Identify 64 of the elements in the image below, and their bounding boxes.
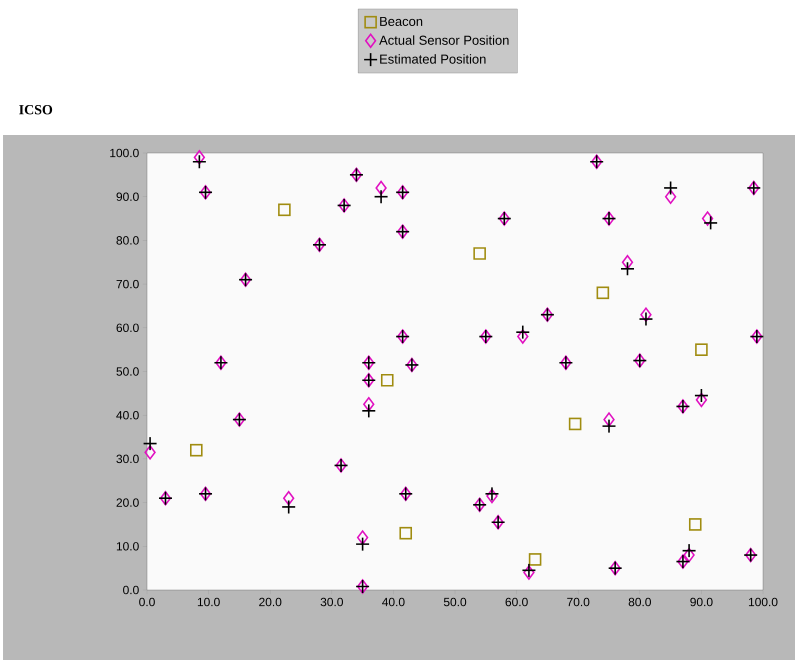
point [664, 189, 676, 204]
point [528, 553, 542, 566]
x-tick-label: 60.0 [506, 598, 528, 606]
y-tick-label: 60.0 [116, 324, 139, 332]
y-tick-label: 30.0 [116, 454, 139, 464]
y-tick-label: 100.0 [110, 148, 139, 158]
point [683, 548, 695, 562]
point [361, 404, 376, 418]
y-tick-label: 20.0 [116, 498, 139, 507]
point [281, 500, 296, 514]
x-tick-label: 50.0 [444, 598, 466, 606]
point [144, 445, 156, 460]
point [473, 247, 486, 260]
point [663, 180, 678, 196]
y-tick-label: 40.0 [116, 410, 139, 420]
point [374, 189, 388, 204]
point [399, 526, 412, 540]
legend-label: Estimated Position [380, 54, 486, 64]
point [190, 444, 203, 456]
point [283, 490, 294, 506]
x-tick-label: 0.0 [139, 598, 155, 606]
point [703, 216, 718, 230]
point [702, 211, 714, 226]
point [375, 180, 387, 196]
point [142, 436, 158, 451]
legend-label: Beacon [380, 16, 422, 26]
y-tick-label: 0.0 [123, 586, 139, 594]
y-tick-label: 10.0 [116, 542, 139, 551]
point [356, 530, 368, 545]
point [515, 324, 530, 340]
point [682, 543, 696, 558]
y-tick-label: 50.0 [116, 367, 139, 376]
point [380, 374, 394, 387]
point [603, 412, 615, 427]
point [192, 154, 207, 170]
x-tick-label: 70.0 [567, 598, 590, 606]
point [694, 388, 709, 403]
point [695, 343, 708, 356]
point [622, 254, 634, 270]
point [688, 518, 702, 531]
point [363, 396, 374, 412]
point [696, 392, 708, 408]
point [194, 150, 206, 165]
y-tick-label: 70.0 [116, 280, 139, 288]
point [596, 286, 610, 300]
x-tick-label: 10.0 [198, 598, 220, 606]
x-tick-label: 100.0 [748, 598, 778, 606]
point [620, 262, 635, 276]
x-tick-label: 30.0 [320, 598, 343, 606]
point [640, 307, 652, 322]
x-tick-label: 80.0 [628, 598, 651, 606]
y-tick-label: 90.0 [116, 192, 139, 201]
x-tick-label: 20.0 [259, 598, 282, 606]
x-tick-label: 40.0 [382, 598, 405, 606]
point [278, 204, 291, 216]
point [602, 418, 616, 434]
point [517, 329, 528, 344]
y-tick-label: 80.0 [116, 236, 139, 245]
point [568, 418, 582, 430]
point [638, 312, 654, 326]
legend-label: Actual Sensor Position [379, 35, 509, 45]
x-tick-label: 90.0 [690, 598, 713, 606]
point [355, 536, 370, 552]
chart-title: ICSO [19, 105, 52, 114]
